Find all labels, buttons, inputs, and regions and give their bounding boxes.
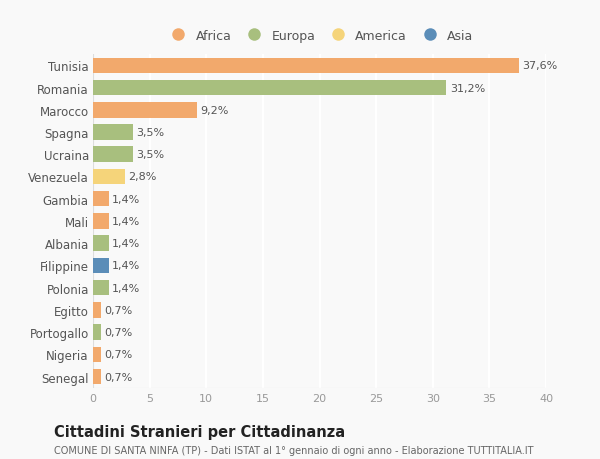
- Text: Cittadini Stranieri per Cittadinanza: Cittadini Stranieri per Cittadinanza: [54, 425, 345, 440]
- Text: 1,4%: 1,4%: [112, 217, 140, 226]
- Text: 2,8%: 2,8%: [128, 172, 157, 182]
- Bar: [93, 214, 109, 229]
- Bar: [93, 58, 519, 74]
- Text: 3,5%: 3,5%: [136, 150, 164, 160]
- Bar: [93, 302, 101, 318]
- Legend: Africa, Europa, America, Asia: Africa, Europa, America, Asia: [161, 25, 478, 48]
- Bar: [93, 191, 109, 207]
- Bar: [93, 347, 101, 362]
- Text: 31,2%: 31,2%: [450, 84, 485, 93]
- Bar: [93, 325, 101, 340]
- Bar: [93, 169, 125, 185]
- Text: 3,5%: 3,5%: [136, 128, 164, 138]
- Bar: [93, 258, 109, 274]
- Bar: [93, 280, 109, 296]
- Text: 0,7%: 0,7%: [104, 327, 133, 337]
- Bar: [93, 147, 133, 162]
- Bar: [93, 369, 101, 385]
- Text: COMUNE DI SANTA NINFA (TP) - Dati ISTAT al 1° gennaio di ogni anno - Elaborazion: COMUNE DI SANTA NINFA (TP) - Dati ISTAT …: [54, 445, 533, 455]
- Text: 1,4%: 1,4%: [112, 283, 140, 293]
- Text: 0,7%: 0,7%: [104, 305, 133, 315]
- Text: 0,7%: 0,7%: [104, 372, 133, 382]
- Bar: [93, 103, 197, 118]
- Text: 9,2%: 9,2%: [200, 106, 229, 116]
- Text: 0,7%: 0,7%: [104, 350, 133, 359]
- Text: 37,6%: 37,6%: [522, 61, 557, 71]
- Bar: [93, 236, 109, 252]
- Bar: [93, 81, 446, 96]
- Bar: [93, 125, 133, 140]
- Text: 1,4%: 1,4%: [112, 239, 140, 249]
- Text: 1,4%: 1,4%: [112, 261, 140, 271]
- Text: 1,4%: 1,4%: [112, 194, 140, 204]
